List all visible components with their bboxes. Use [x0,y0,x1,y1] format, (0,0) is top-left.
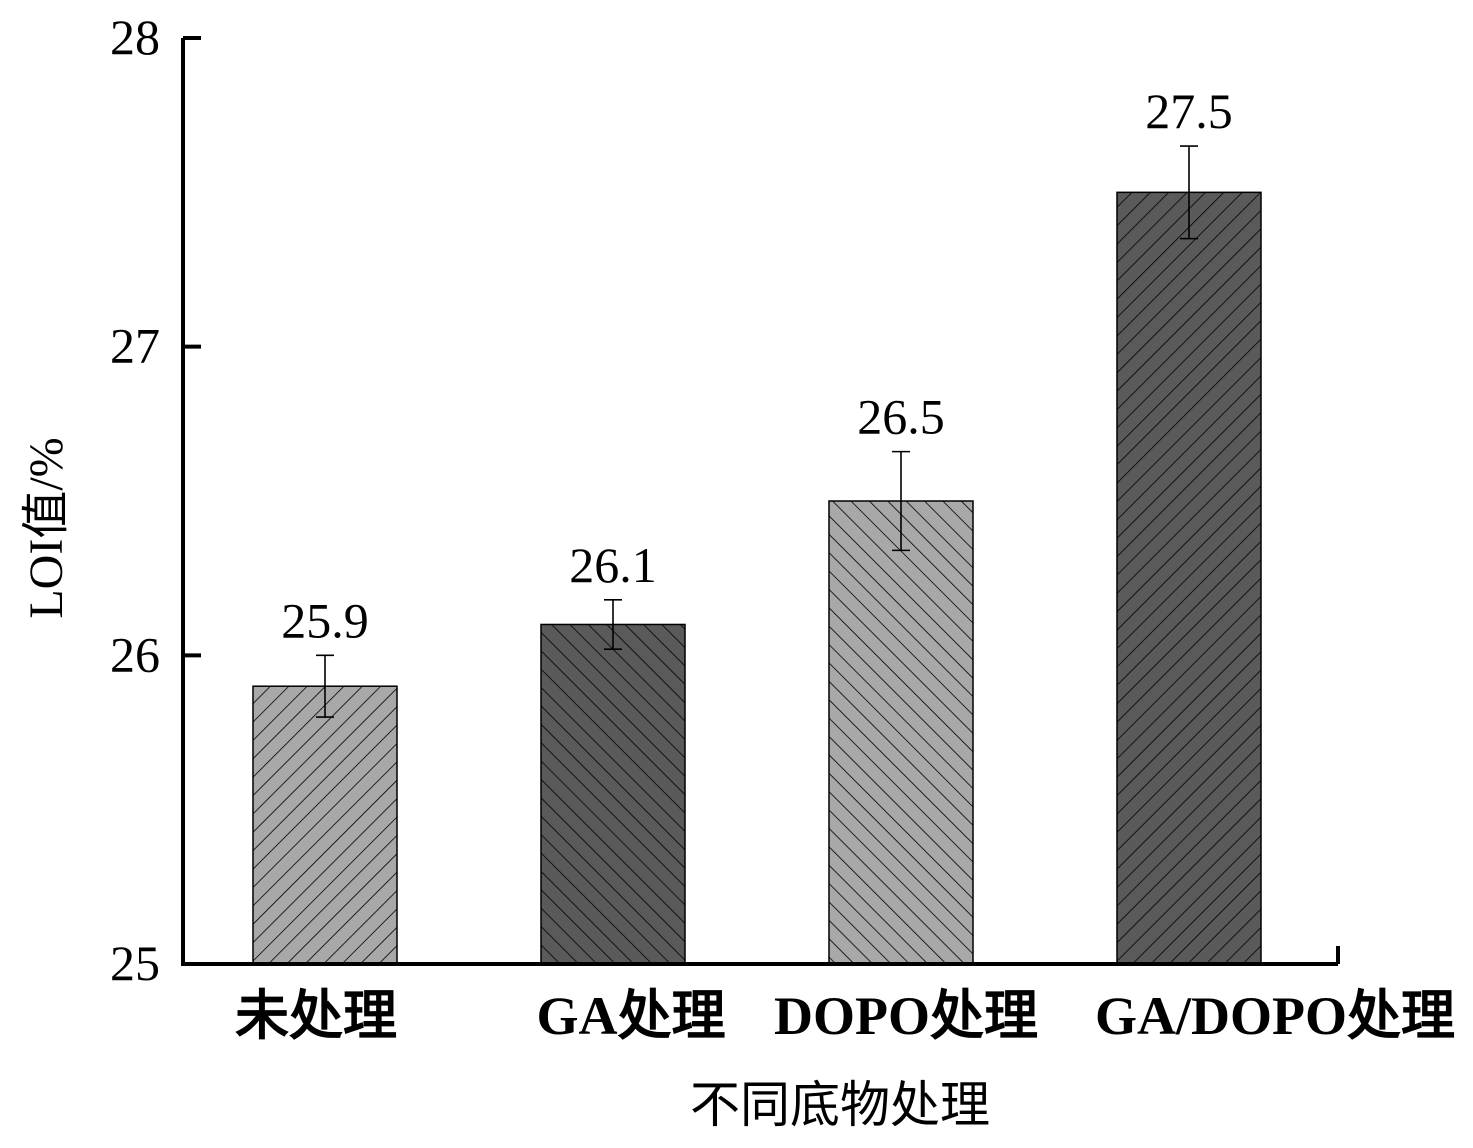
bars-layer [252,145,1262,965]
category-label: GA/DOPO处理 [1095,986,1455,1046]
data-label: 25.9 [281,592,369,648]
bar-3 [828,450,974,965]
bar-1 [252,654,398,965]
bar-hatch [1116,191,1262,965]
y-tick-label: 25 [110,935,160,991]
category-label: GA处理 [537,986,726,1046]
x-axis-title: 不同底物处理 [690,1077,990,1133]
category-label: 未处理 [235,986,397,1046]
y-tick-label: 26 [110,626,160,682]
bar-hatch [540,623,686,965]
axes-layer [181,36,1340,966]
data-label: 26.5 [857,389,945,445]
y-tick-label: 28 [110,9,160,65]
bar-hatch [252,685,398,965]
bar-2 [540,598,686,965]
y-tick-label: 27 [110,318,160,374]
data-label: 27.5 [1145,83,1233,139]
bar-hatch [828,500,974,965]
bar-4 [1116,145,1262,965]
labels-layer: 25.9 未处理 26.1 GA处理 26.5 DOPO处理 27.5 GA/DOPO处理 25… [110,9,1455,1046]
y-axis-title: LOI值/% [20,437,73,618]
category-label: DOPO处理 [774,986,1038,1046]
data-label: 26.1 [569,537,657,593]
